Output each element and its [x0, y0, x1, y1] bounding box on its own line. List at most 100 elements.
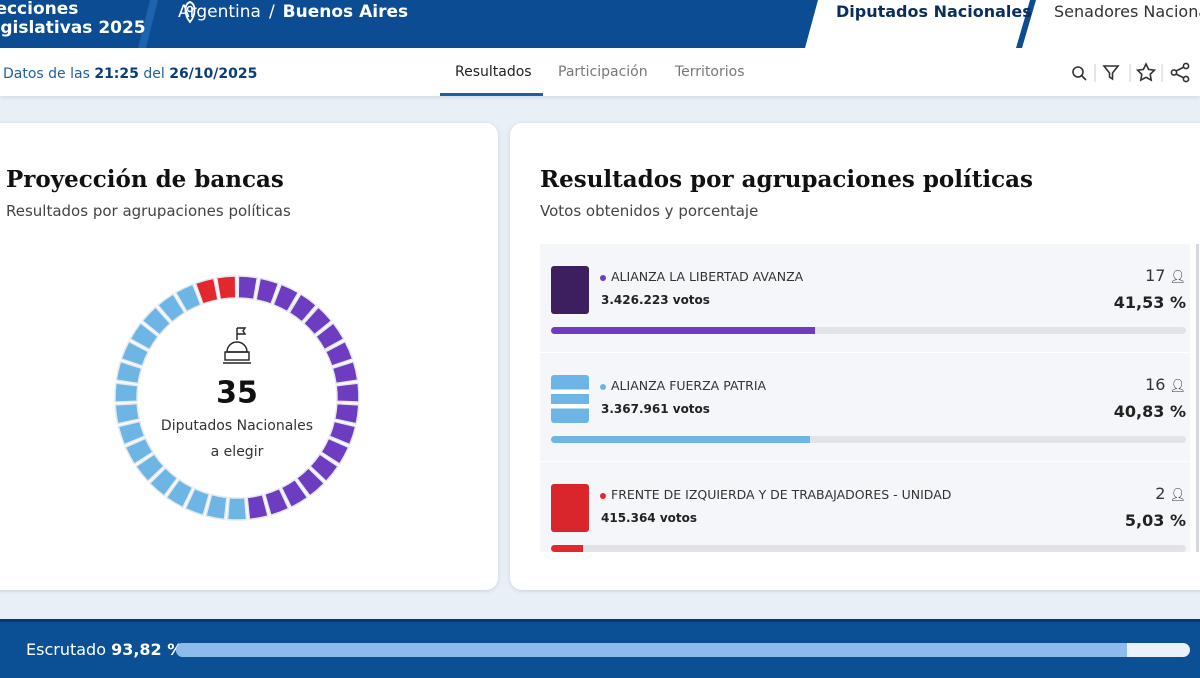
seat: [237, 275, 259, 301]
location-icon: [184, 1, 196, 24]
seat: [333, 402, 360, 425]
scrutiny-label: Escrutado: [26, 640, 106, 659]
seat: [309, 453, 340, 483]
country[interactable]: Argentina: [178, 2, 261, 22]
party-dot: [600, 383, 606, 390]
seat: [156, 292, 186, 323]
party-votes: 3.367.961 votos: [601, 402, 710, 416]
party-name-text: FRENTE DE IZQUIERDA Y DE TRABAJADORES - …: [611, 487, 952, 502]
seat: [226, 496, 248, 521]
location: Argentina / Buenos Aires: [178, 2, 408, 22]
seat: [215, 275, 237, 301]
scrutiny-bar: [176, 643, 1128, 657]
seat-total: 35: [216, 376, 258, 411]
party-name: ALIANZA LA LIBERTAD AVANZA: [600, 269, 803, 284]
card-title: Proyección de bancas: [6, 166, 284, 193]
toolbar: [1072, 62, 1190, 83]
party-row: ALIANZA LA LIBERTAD AVANZA 3.426.223 voto…: [540, 244, 1190, 352]
seat: [184, 487, 211, 517]
seat: [314, 322, 345, 351]
party-seats: 17 👤︎: [1145, 266, 1186, 285]
seat-count: 16: [1145, 375, 1166, 394]
party-logo: [551, 484, 589, 532]
date-text: del: [143, 66, 165, 82]
sub-bar: [0, 48, 1200, 96]
tab[interactable]: Diputados Nacionales: [836, 2, 1032, 21]
percent-track: [551, 327, 1186, 334]
seat: [148, 466, 179, 497]
seat: [165, 478, 194, 509]
date: 26/10/2025: [169, 66, 258, 82]
center-label: Diputados Nacionales: [161, 418, 313, 434]
scrollbar: [1196, 244, 1199, 552]
seat: [141, 306, 172, 336]
tab[interactable]: Senadores Nacionales: [1054, 2, 1200, 21]
seat: [246, 493, 269, 521]
seat: [120, 340, 150, 367]
separator: /: [268, 2, 275, 22]
party-dot: [600, 492, 606, 499]
date-text: Datos de las: [3, 66, 90, 82]
location-icon-dot: [186, 5, 194, 13]
filter-icon[interactable]: [1102, 65, 1120, 81]
party-name-text: ALIANZA LA LIBERTAD AVANZA: [611, 269, 804, 284]
share-icon[interactable]: [1170, 62, 1190, 83]
seat: [115, 360, 143, 385]
tab[interactable]: Participación: [558, 64, 648, 80]
percent-track: [551, 436, 1186, 443]
card-subtitle: Resultados por agrupaciones políticas: [6, 202, 291, 220]
seat-icon: 👤︎: [1169, 379, 1186, 394]
card-subtitle: Votos obtenidos y porcentaje: [540, 202, 759, 220]
favorite-icon[interactable]: [1135, 62, 1157, 82]
search-icon[interactable]: [1072, 66, 1087, 81]
seat: [302, 306, 333, 336]
seat: [328, 420, 357, 446]
party-votes: 415.364 votos: [601, 511, 698, 525]
seat: [288, 292, 318, 323]
party-dot: [600, 274, 606, 281]
tab-underline: [440, 93, 543, 96]
scrutiny-track: [176, 643, 1190, 657]
party-seats: 16 👤︎: [1145, 375, 1186, 394]
seat: [331, 360, 359, 385]
party-row: ALIANZA FUERZA PATRIA 3.367.961 votos 16 👤︎…: [540, 353, 1190, 461]
brand-divider: [138, 0, 158, 48]
seat-icon: 👤︎: [1169, 270, 1186, 285]
party-seats: 2 👤︎: [1155, 484, 1186, 503]
seat: [255, 277, 280, 305]
party-percent: 40,83 %: [1113, 402, 1186, 421]
update-time: Datos de las 21:25 del 26/10/2025: [3, 66, 257, 82]
party-votes: 3.426.223 votos: [601, 293, 710, 307]
seat-ring: 35 Diputados Nacionales a elegir: [114, 275, 360, 521]
tab[interactable]: Territorios: [675, 64, 745, 80]
congress-icon: [223, 327, 251, 364]
seat-count: 2: [1155, 484, 1166, 503]
seat: [263, 487, 290, 517]
tab[interactable]: Resultados: [455, 64, 532, 80]
party-name-text: ALIANZA FUERZA PATRIA: [611, 378, 767, 393]
seat: [117, 420, 146, 446]
center-label: a elegir: [211, 444, 264, 460]
seat: [194, 277, 219, 305]
tab-shapes: [138, 0, 1200, 48]
percent-bar: [551, 436, 811, 443]
seat: [114, 402, 141, 425]
seat: [174, 283, 202, 313]
percent-bar: [551, 545, 583, 552]
tab-bg: [805, 0, 1200, 48]
seat: [134, 453, 165, 483]
seat: [320, 437, 350, 466]
party-percent: 41,53 %: [1113, 293, 1186, 312]
seat: [272, 283, 300, 313]
seat: [114, 382, 139, 403]
seat: [324, 340, 354, 367]
province[interactable]: Buenos Aires: [282, 2, 409, 22]
brand-line: Legislativas 2025: [0, 18, 146, 38]
percent-bar: [551, 327, 815, 334]
party-logo: [551, 375, 589, 423]
card-title: Resultados por agrupaciones políticas: [540, 166, 1033, 193]
seat: [335, 382, 360, 403]
seat: [124, 437, 154, 466]
party-name: ALIANZA FUERZA PATRIA: [600, 378, 766, 393]
